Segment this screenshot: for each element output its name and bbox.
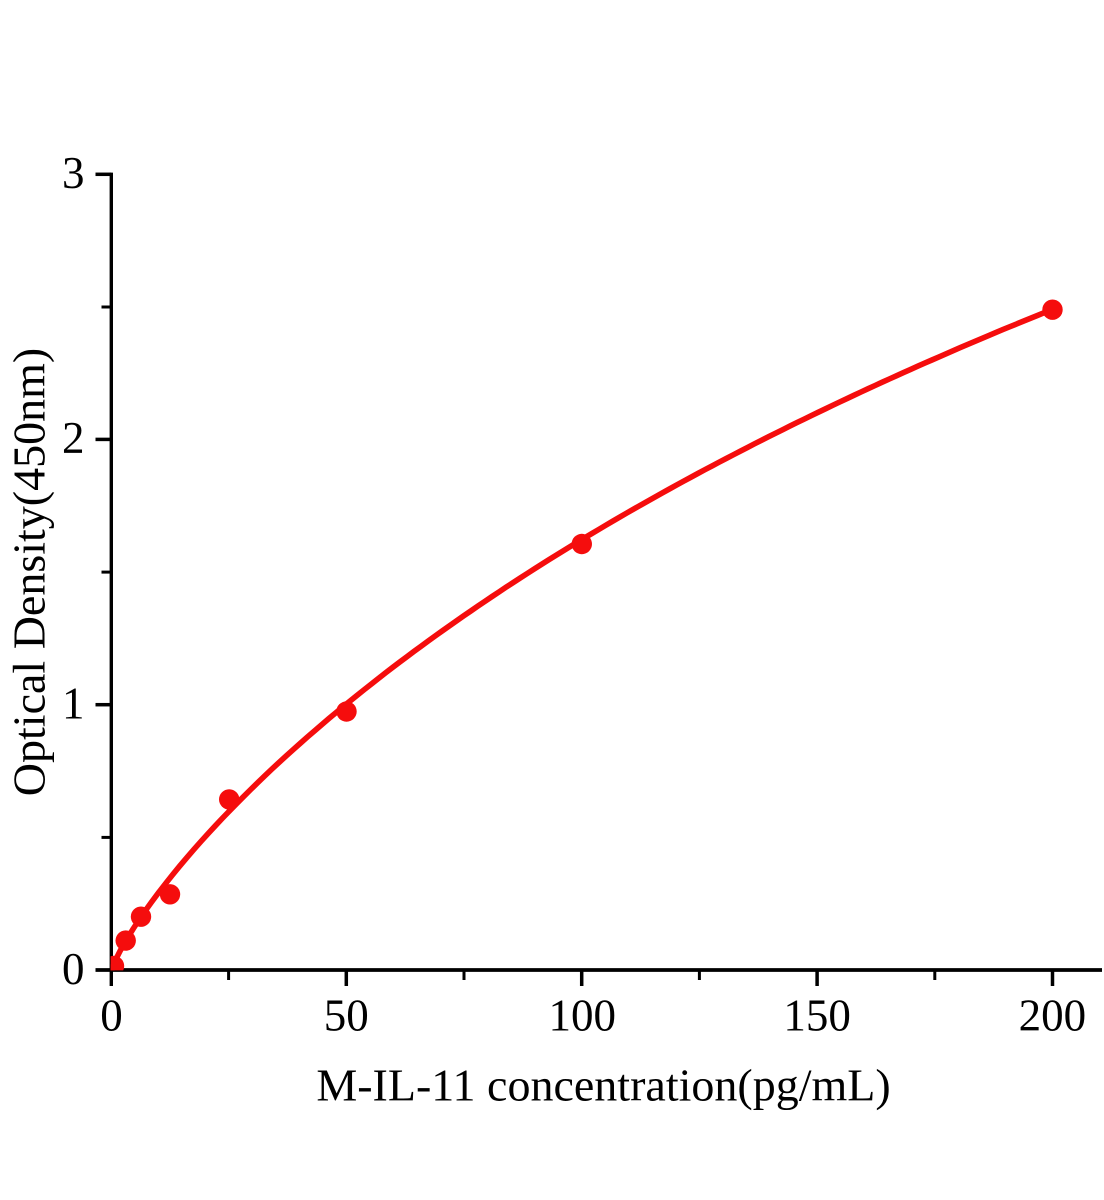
svg-text:50: 50 bbox=[324, 991, 369, 1041]
svg-text:0: 0 bbox=[100, 991, 123, 1041]
svg-text:1: 1 bbox=[62, 679, 85, 729]
svg-text:0: 0 bbox=[62, 944, 85, 994]
svg-text:M-IL-11 concentration(pg/mL): M-IL-11 concentration(pg/mL) bbox=[316, 1060, 890, 1111]
svg-text:100: 100 bbox=[548, 991, 616, 1041]
svg-text:3: 3 bbox=[62, 148, 85, 198]
svg-text:2: 2 bbox=[62, 413, 85, 463]
svg-text:Optical Density(450nm): Optical Density(450nm) bbox=[4, 348, 55, 796]
svg-text:150: 150 bbox=[783, 991, 851, 1041]
svg-text:200: 200 bbox=[1019, 991, 1087, 1041]
